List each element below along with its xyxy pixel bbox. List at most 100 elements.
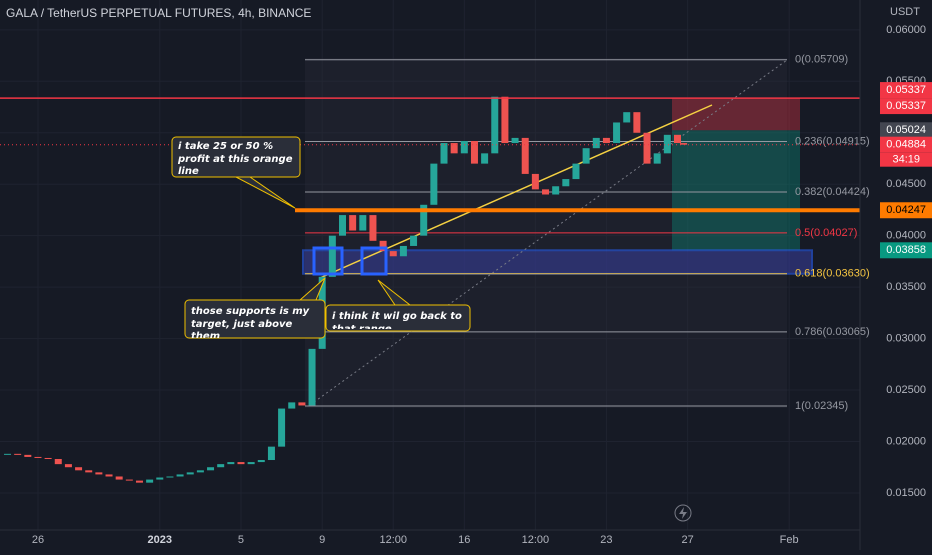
candle	[125, 479, 133, 481]
candle	[410, 235, 418, 246]
fib-label: 0(0.05709)	[795, 54, 848, 66]
red-line-badge-label: 0.05337	[886, 84, 926, 96]
candle	[14, 453, 22, 455]
replay-icon[interactable]	[674, 504, 692, 522]
callout-box	[325, 304, 471, 332]
y-tick-label: 0.06000	[886, 24, 926, 36]
candle	[105, 474, 113, 477]
candle	[186, 472, 194, 475]
candle	[227, 462, 235, 465]
candle	[379, 240, 387, 252]
candle	[440, 143, 448, 164]
x-tick-label: 16	[458, 534, 470, 546]
replay-icon-bolt	[679, 507, 687, 519]
candle	[562, 179, 570, 187]
candle	[653, 153, 661, 164]
callout-text: i take 25 or 50 % profit at this orange …	[178, 141, 293, 177]
candle	[511, 137, 519, 144]
y-tick-label: 0.02500	[886, 384, 926, 396]
fib-label: 0.236(0.04915)	[795, 135, 870, 147]
candle	[389, 251, 397, 257]
candle	[430, 163, 438, 205]
callout-box	[171, 136, 301, 178]
target-badge-label: 0.03858	[886, 244, 926, 256]
under-layer	[302, 59, 813, 407]
annotation: i think it wil go back to that range.	[332, 311, 462, 329]
candle	[338, 215, 346, 236]
candle	[460, 140, 468, 154]
candle	[44, 457, 52, 459]
candle	[34, 456, 42, 458]
y-tick-label: 0.03500	[886, 281, 926, 293]
y-tick-label: 0.04000	[886, 230, 926, 242]
x-tick-label: 12:00	[522, 534, 550, 546]
stop-badge	[880, 98, 932, 115]
candle	[95, 472, 103, 475]
candle	[207, 467, 215, 471]
candle	[176, 474, 184, 477]
target-zone	[672, 130, 800, 251]
orange-line-badge	[880, 202, 932, 219]
candle	[156, 477, 164, 480]
candle	[196, 470, 204, 473]
candle	[491, 96, 499, 154]
candle	[328, 235, 336, 277]
callout-box	[184, 299, 326, 339]
y-tick-label: 0.01500	[886, 487, 926, 499]
support-zone	[302, 249, 813, 275]
last-price-badge-label: 0.04884	[886, 139, 926, 151]
chart-title: GALA / TetherUS PERPETUAL FUTURES, 4h, B…	[6, 6, 311, 20]
x-tick-label: 26	[32, 534, 44, 546]
candle	[602, 137, 610, 144]
candle	[85, 470, 93, 473]
countdown-bg	[880, 152, 932, 167]
annotation: i take 25 or 50 % profit at this orange …	[178, 141, 293, 177]
fib-label: 0.786(0.03065)	[795, 326, 870, 338]
candle	[582, 148, 590, 164]
x-tick-label: 27	[682, 534, 694, 546]
candle	[542, 189, 550, 195]
candle	[237, 462, 245, 465]
x-tick-label: 9	[319, 534, 325, 546]
fib-label: 1(0.02345)	[795, 400, 848, 412]
candle	[115, 476, 123, 480]
candle	[450, 143, 458, 154]
orange-line-badge-label: 0.04247	[886, 204, 926, 216]
callout-text: those supports is my target, just above …	[191, 306, 310, 338]
dotted-trend	[309, 59, 788, 406]
support-box	[312, 246, 344, 276]
support-box	[360, 246, 388, 276]
candle	[521, 137, 529, 174]
candle	[420, 204, 428, 236]
y-tick-label: 0.04500	[886, 178, 926, 190]
candle	[247, 462, 255, 465]
candle	[64, 464, 72, 468]
candle	[217, 464, 225, 468]
x-tick-label: 2023	[148, 534, 172, 546]
candle	[4, 453, 12, 455]
red-line-badge	[880, 82, 932, 99]
callout-text: i think it wil go back to that range.	[332, 311, 462, 329]
candle	[75, 467, 83, 471]
candle	[673, 134, 681, 144]
candle	[623, 112, 631, 123]
candle	[257, 460, 265, 463]
fib-label: 0.618(0.03630)	[795, 268, 870, 280]
candle	[288, 402, 296, 409]
fib-label: 0.5(0.04027)	[795, 227, 857, 239]
entry-badge-label: 0.05024	[886, 124, 926, 136]
fib-label: 0.382(0.04424)	[795, 186, 870, 198]
candle	[308, 348, 316, 406]
candle	[680, 143, 688, 145]
entry-badge	[880, 122, 932, 139]
annotation: those supports is my target, just above …	[191, 306, 310, 338]
candle	[267, 446, 275, 461]
over-layer: 0(0.05709) 0.236(0.04915) 0.382(0.04424) 0.…	[0, 54, 870, 412]
candle	[531, 173, 539, 190]
candle	[643, 132, 651, 164]
candle	[135, 480, 143, 483]
candle	[24, 454, 32, 457]
candle	[481, 153, 489, 164]
